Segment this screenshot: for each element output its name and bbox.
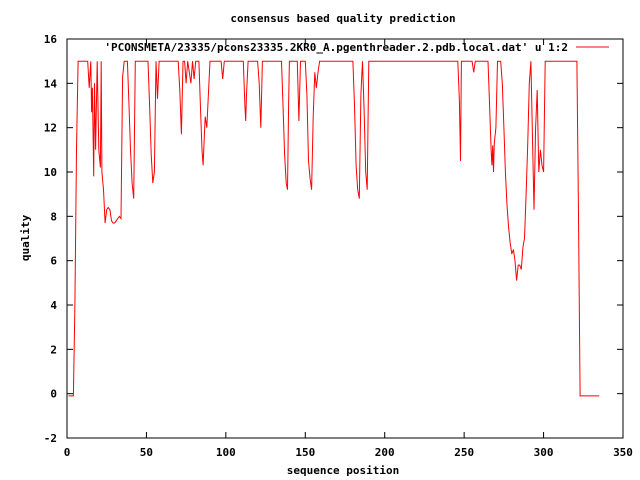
y-tick-label: 16 xyxy=(44,33,58,46)
plot-frame xyxy=(66,38,624,439)
x-tick-label: 0 xyxy=(64,446,71,459)
y-tick-label: 12 xyxy=(44,122,57,135)
x-tick-label: 300 xyxy=(534,446,554,459)
x-tick-label: 350 xyxy=(613,446,633,459)
legend: 'PCONSMETA/23335/pcons23335.2KR0_A.pgent… xyxy=(104,41,609,54)
y-tick-label: 0 xyxy=(50,388,57,401)
y-axis-ticks: -2 0 2 4 6 8 10 12 14 16 xyxy=(44,33,623,445)
legend-entry-label: 'PCONSMETA/23335/pcons23335.2KR0_A.pgent… xyxy=(104,41,568,54)
x-axis-ticks: 0 50 100 150 200 250 300 350 xyxy=(64,39,633,459)
series-layer xyxy=(68,60,600,397)
y-tick-label: 2 xyxy=(50,343,57,356)
y-tick-label: 10 xyxy=(44,166,57,179)
series-line-0 xyxy=(68,60,600,397)
y-tick-label: 4 xyxy=(50,299,57,312)
x-tick-label: 250 xyxy=(454,446,474,459)
x-axis-label: sequence position xyxy=(287,464,400,477)
x-tick-label: 50 xyxy=(140,446,153,459)
y-tick-label: -2 xyxy=(44,432,57,445)
y-tick-label: 8 xyxy=(50,210,57,223)
chart-title: consensus based quality prediction xyxy=(230,12,455,25)
y-axis-label: quality xyxy=(19,214,32,261)
y-tick-label: 6 xyxy=(50,255,57,268)
x-tick-label: 200 xyxy=(375,446,395,459)
y-tick-label: 14 xyxy=(44,77,58,90)
x-tick-label: 150 xyxy=(295,446,315,459)
x-tick-label: 100 xyxy=(216,446,236,459)
